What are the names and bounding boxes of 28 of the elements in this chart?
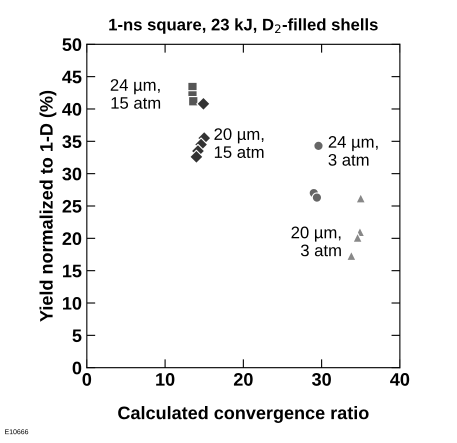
annotation: 24 µm, 3 atm <box>328 136 378 166</box>
point <box>189 150 204 164</box>
y-tick-label: 30 <box>62 168 82 180</box>
y-axis-title: Yield normalized to 1-D (%) <box>40 90 56 322</box>
y-tick-label: 10 <box>63 296 82 310</box>
y-tick-label: 35 <box>62 135 82 148</box>
point <box>188 96 198 106</box>
x-tick-label: 30 <box>312 373 331 386</box>
point <box>313 140 324 152</box>
point <box>196 96 211 111</box>
annotation: 20 µm, 15 atm <box>214 128 264 158</box>
x-tick-label: 0 <box>82 373 92 386</box>
y-tick-label: 15 <box>63 264 82 278</box>
annotation: 20 µm, 3 atm <box>292 226 341 256</box>
y-tick-label: 40 <box>62 102 82 116</box>
y-tick-label: 45 <box>62 70 82 84</box>
y-tick-label: 50 <box>62 38 82 52</box>
point <box>312 192 322 203</box>
x-tick-label: 10 <box>156 373 174 386</box>
y-tick-label: 5 <box>72 329 82 342</box>
y-tick-label: 0 <box>72 362 82 374</box>
x-tick-label: 20 <box>234 373 253 386</box>
y-tick-label: 20 <box>62 232 82 246</box>
y-tick-label: 25 <box>62 200 82 213</box>
chart-title: 1-ns square, 23 kJ, D$_{2}$-filled shells <box>109 18 378 34</box>
x-tick-label: 40 <box>390 373 410 386</box>
x-axis-title: Calculated convergence ratio <box>118 406 369 423</box>
annotation: 24 µm, 15 atm <box>110 79 160 109</box>
